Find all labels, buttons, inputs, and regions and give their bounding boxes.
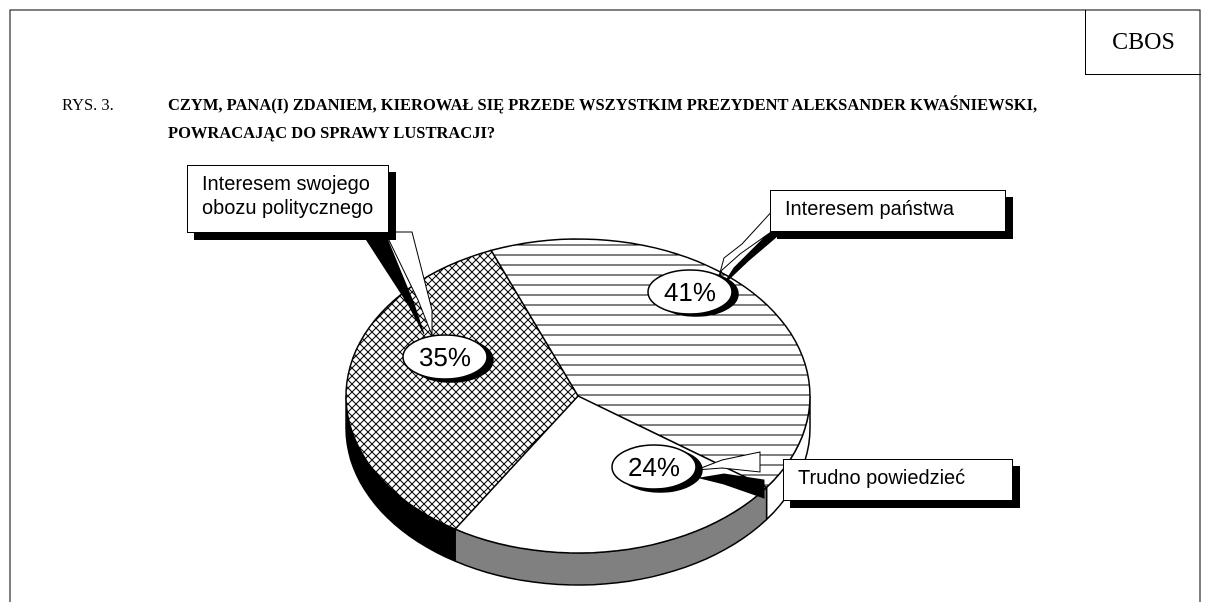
pie-slice [345, 249, 579, 531]
source: CBOS [1085, 10, 1201, 75]
value-bubbles [402, 269, 739, 493]
category-label: Interesem swojego obozu politycznego [187, 165, 389, 233]
category-label: Trudno powiedzieć [783, 459, 1013, 501]
value-label: 35% [418, 342, 472, 372]
figure-label: RYS. 3. [62, 95, 114, 114]
chart-title: CZYM, PANA(I) ZDANIEM, KIEROWAŁ SIĘ PRZE… [168, 95, 1038, 142]
pie-slice [453, 395, 768, 554]
value-label: 24% [627, 452, 681, 482]
category-label: Interesem państwa [770, 190, 1006, 232]
value-label: 41% [663, 277, 717, 307]
frame [9, 9, 1201, 602]
